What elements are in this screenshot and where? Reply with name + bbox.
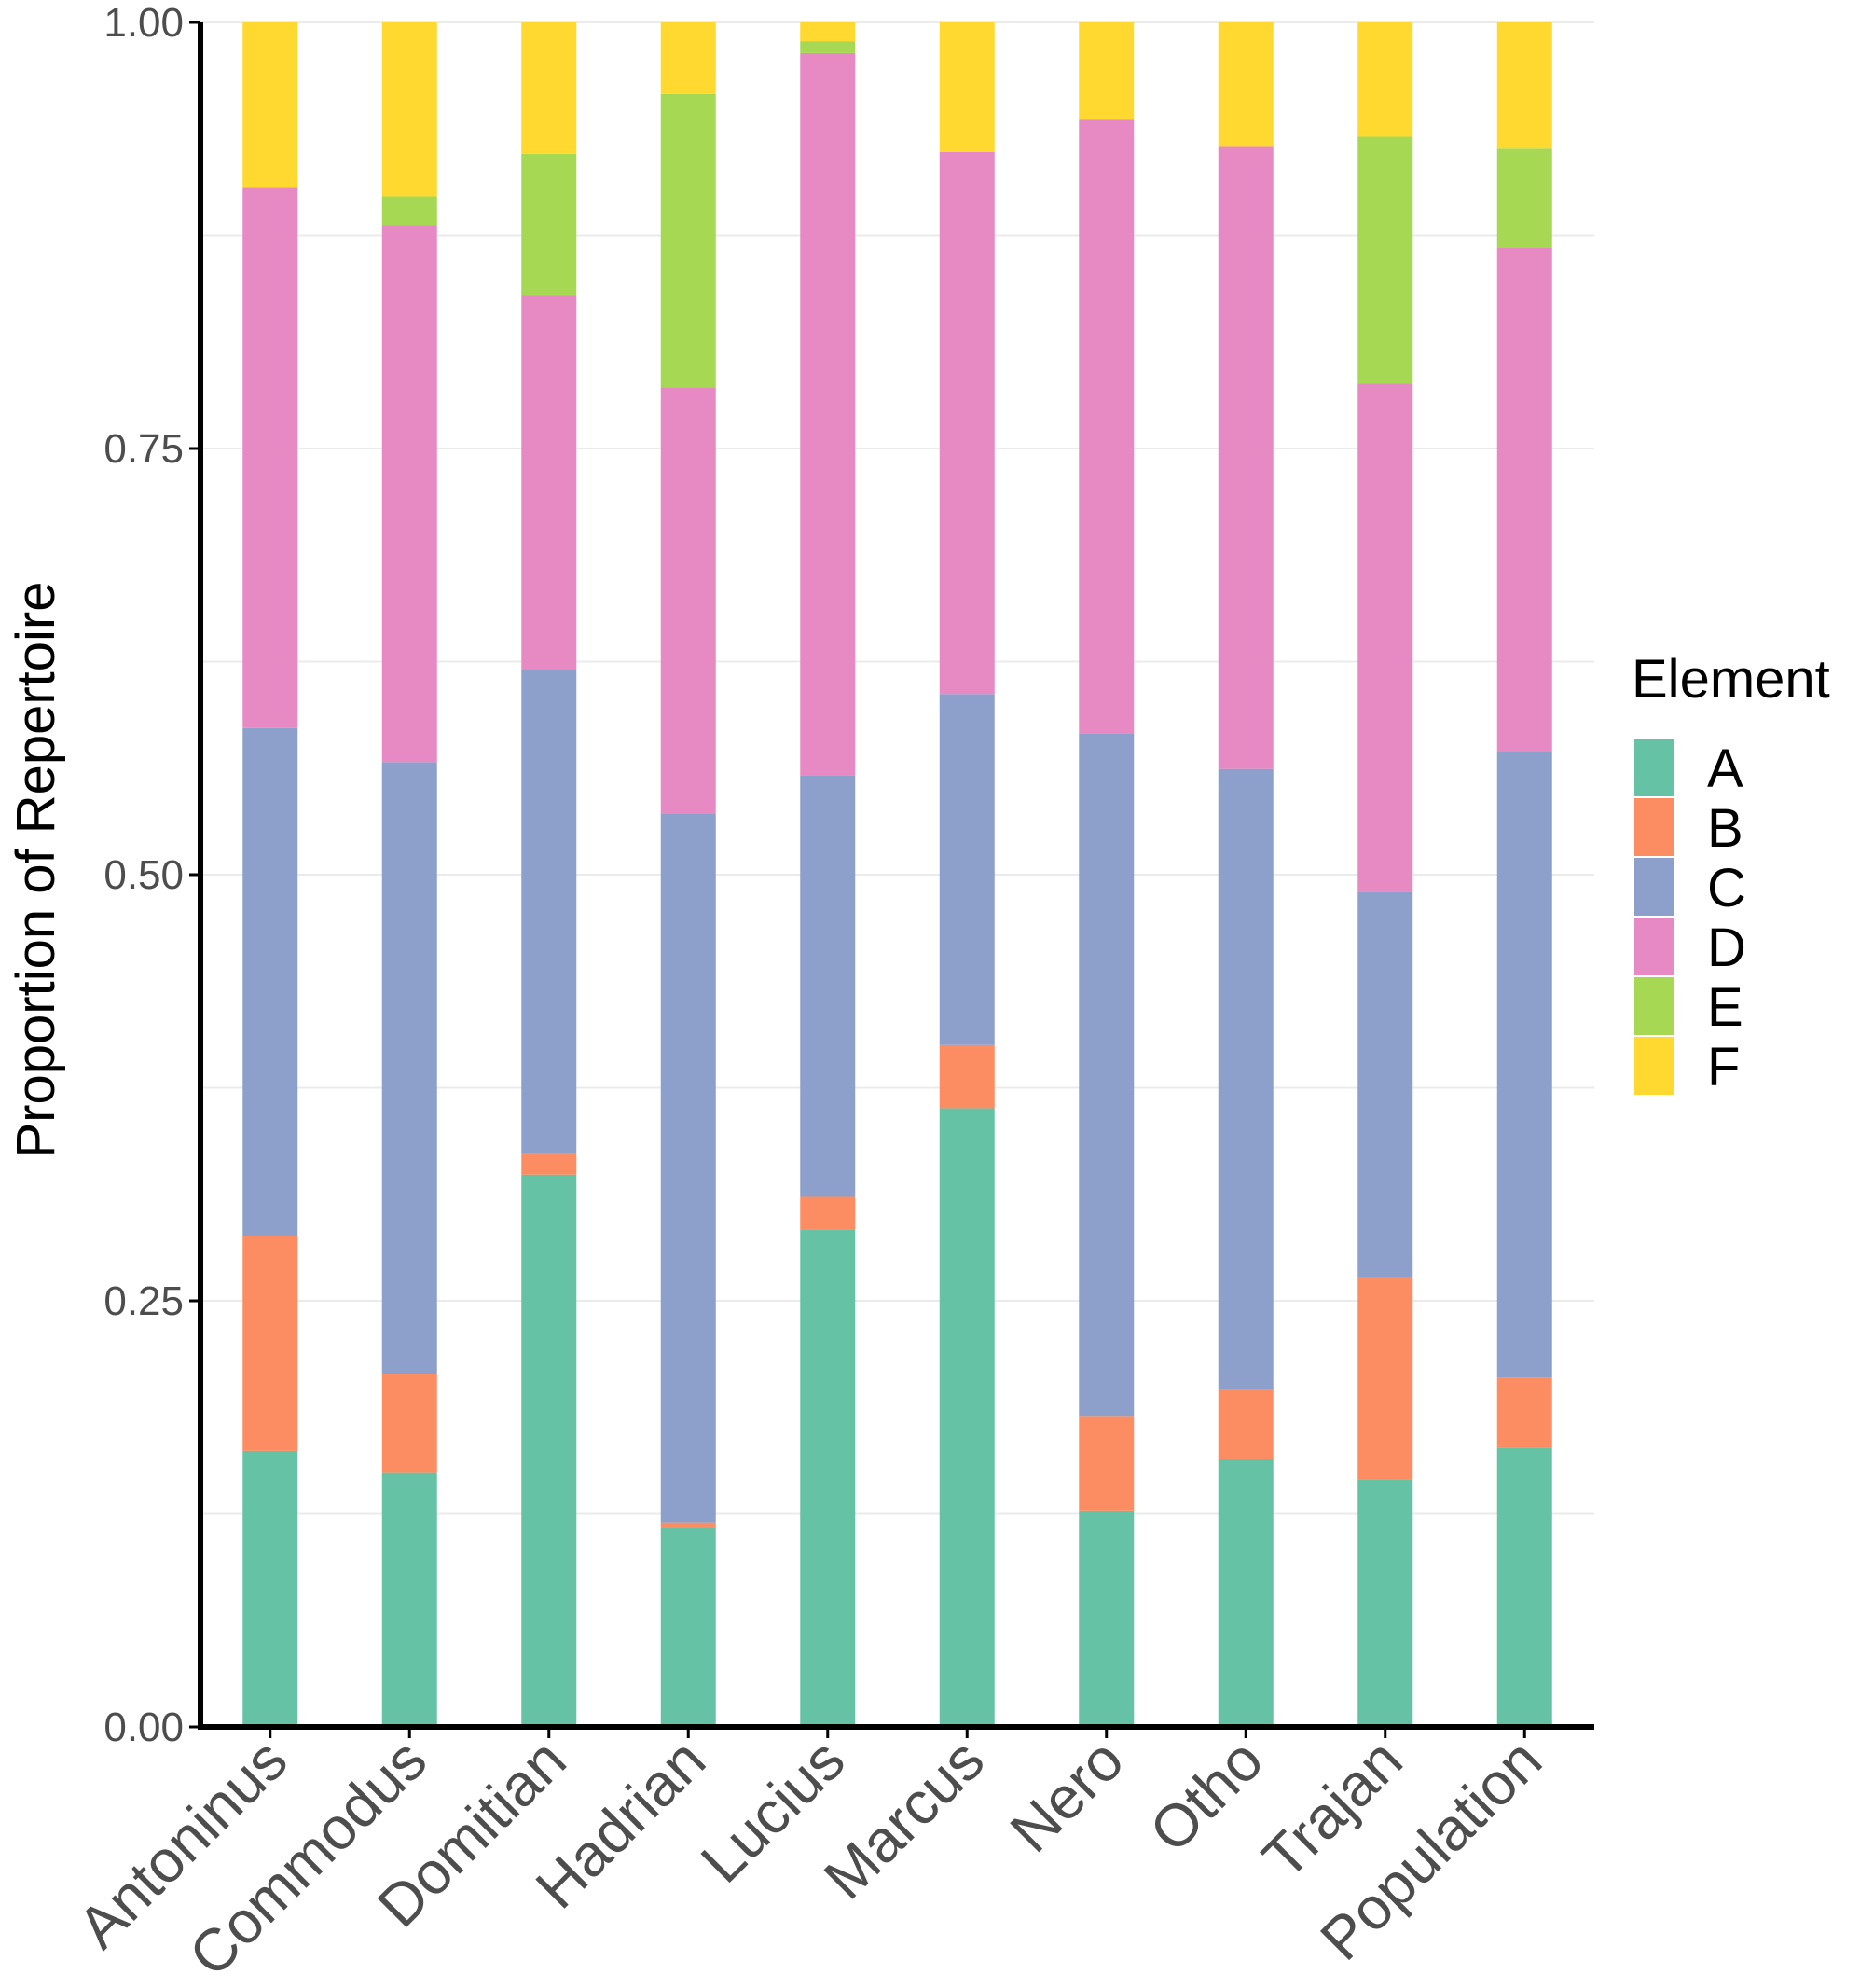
legend-label-e: E — [1707, 977, 1743, 1038]
bar-hadrian-c — [660, 813, 716, 1523]
bar-commodus-f — [381, 22, 437, 197]
bar-nero-a — [1079, 1510, 1135, 1727]
bar-otho-c — [1218, 768, 1274, 1390]
y-tick-label: 0.75 — [103, 426, 184, 472]
legend-key-f — [1634, 1037, 1674, 1095]
bar-antoninus-a — [242, 1450, 298, 1727]
legend-key-d — [1634, 918, 1674, 975]
x-tick-label-nero: Nero — [998, 1726, 1137, 1865]
bar-commodus-a — [381, 1472, 437, 1727]
bar-otho-a — [1218, 1459, 1274, 1727]
bar-antoninus-f — [242, 22, 298, 188]
bar-domitian-e — [521, 153, 577, 296]
bar-nero-b — [1079, 1416, 1135, 1511]
legend-key-e — [1634, 977, 1674, 1035]
bar-lucius-d — [800, 52, 856, 776]
legend-key-b — [1634, 798, 1674, 856]
bar-otho-d — [1218, 146, 1274, 769]
bar-hadrian-a — [660, 1527, 716, 1727]
bar-antoninus-d — [242, 187, 298, 728]
x-tick-label-marcus: Marcus — [811, 1726, 997, 1912]
bar-domitian-b — [521, 1153, 577, 1175]
legend-key-a — [1634, 739, 1674, 796]
bar-domitian-f — [521, 22, 577, 154]
bar-marcus-d — [939, 151, 995, 695]
bar-hadrian-b — [660, 1522, 716, 1528]
legend-label-b: B — [1707, 798, 1743, 859]
bar-trajan-a — [1357, 1479, 1413, 1727]
bar-commodus-b — [381, 1374, 437, 1473]
bar-otho-b — [1218, 1389, 1274, 1460]
bar-trajan-f — [1357, 22, 1413, 137]
legend-title: Element — [1632, 649, 1830, 710]
y-tick-label: 0.50 — [103, 852, 184, 898]
bar-domitian-a — [521, 1174, 577, 1727]
bar-lucius-b — [800, 1196, 856, 1230]
bar-population-f — [1496, 22, 1552, 149]
bar-trajan-d — [1357, 383, 1413, 892]
bar-commodus-e — [381, 196, 437, 226]
y-axis-label: Proportion of Repertoire — [6, 582, 66, 1159]
bar-hadrian-d — [660, 387, 716, 814]
bar-lucius-a — [800, 1229, 856, 1727]
bar-population-d — [1496, 247, 1552, 752]
bar-commodus-d — [381, 225, 437, 763]
bar-lucius-c — [800, 775, 856, 1197]
y-tick-label: 1.00 — [103, 0, 184, 46]
bar-marcus-a — [939, 1108, 995, 1727]
bar-trajan-b — [1357, 1277, 1413, 1480]
bar-population-e — [1496, 148, 1552, 248]
y-tick-label: 0.00 — [103, 1705, 184, 1750]
bars-layer — [242, 22, 1552, 1727]
bar-nero-d — [1079, 119, 1135, 734]
bar-lucius-f — [800, 22, 856, 42]
x-ticks: AntoninusCommodusDomitianHadrianLuciusMa… — [64, 1726, 1554, 1988]
bar-antoninus-b — [242, 1236, 298, 1451]
y-ticks: 0.00 0.25 0.50 0.75 1.00 — [103, 0, 200, 1750]
bar-otho-f — [1218, 22, 1274, 147]
bar-population-b — [1496, 1377, 1552, 1448]
legend-label-a: A — [1707, 739, 1743, 799]
bar-trajan-c — [1357, 891, 1413, 1277]
bar-trajan-e — [1357, 136, 1413, 384]
bar-population-a — [1496, 1447, 1552, 1727]
legend-key-c — [1634, 858, 1674, 916]
bar-lucius-e — [800, 41, 856, 53]
bar-marcus-c — [939, 694, 995, 1045]
bar-domitian-c — [521, 670, 577, 1154]
bar-commodus-c — [381, 762, 437, 1374]
bar-nero-f — [1079, 22, 1135, 120]
bar-marcus-b — [939, 1044, 995, 1109]
legend-label-d: D — [1707, 918, 1746, 978]
legend-label-c: C — [1707, 858, 1746, 918]
legend-label-f: F — [1707, 1037, 1740, 1098]
bar-hadrian-e — [660, 93, 716, 388]
bar-nero-c — [1079, 733, 1135, 1417]
bar-population-c — [1496, 752, 1552, 1378]
bar-domitian-d — [521, 295, 577, 670]
bar-hadrian-f — [660, 22, 716, 94]
bar-marcus-f — [939, 22, 995, 152]
bar-antoninus-c — [242, 727, 298, 1236]
y-tick-label: 0.25 — [103, 1278, 184, 1324]
